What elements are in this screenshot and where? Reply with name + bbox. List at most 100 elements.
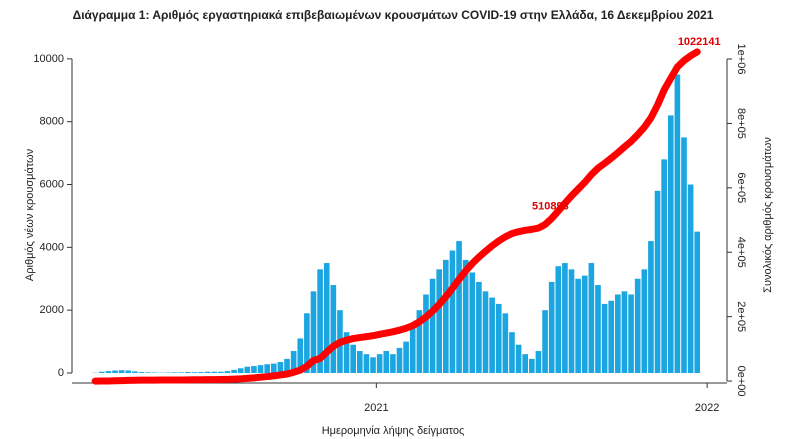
bar [376, 354, 383, 374]
bar [323, 263, 330, 374]
bar [575, 278, 581, 374]
bar [489, 297, 495, 374]
bar [661, 159, 667, 374]
bar [416, 310, 423, 374]
bar [125, 370, 132, 374]
bar [654, 190, 661, 374]
y-tick-label: 8000 [40, 116, 64, 128]
x-axis-label: Ημερομηνία λήψης δείγματος [322, 425, 465, 437]
bar [694, 231, 701, 374]
bar [231, 369, 237, 374]
bar [615, 294, 621, 374]
bar [356, 351, 363, 374]
bar [257, 365, 264, 374]
y-tick-label: 10000 [33, 53, 64, 65]
bar [191, 372, 198, 374]
bar [509, 332, 515, 374]
bar [297, 338, 304, 374]
bar [363, 354, 370, 374]
bar [171, 372, 178, 374]
bar [628, 294, 634, 374]
bar [681, 137, 687, 374]
bar [383, 351, 390, 374]
bar [482, 291, 489, 374]
bar [667, 115, 674, 374]
bar [522, 354, 529, 374]
annotation: 1022141 [678, 36, 721, 48]
y-tick-label: 6000 [40, 178, 64, 190]
y2-tick-label: 6e+05 [735, 172, 747, 203]
bar [251, 366, 257, 374]
cumulative-line [91, 48, 701, 385]
bar [211, 371, 218, 374]
bar [98, 371, 105, 374]
bar [568, 269, 575, 374]
bar [330, 285, 337, 374]
bar [237, 368, 244, 374]
bar [178, 372, 184, 374]
bar [562, 263, 568, 374]
y2-tick-label: 8e+05 [735, 108, 747, 139]
y-tick-label: 4000 [40, 241, 64, 253]
y2-tick-label: 0e+00 [735, 366, 747, 397]
bar [634, 278, 641, 374]
bar [581, 275, 588, 374]
bar [304, 313, 310, 374]
bar [595, 285, 601, 374]
bar [548, 281, 555, 374]
bar [310, 291, 317, 374]
bar [145, 372, 151, 374]
y2-tick-label: 4e+05 [735, 237, 747, 268]
bar [476, 281, 482, 374]
y-tick-label: 2000 [40, 304, 64, 316]
bar [469, 272, 476, 374]
bar [390, 354, 396, 374]
bar [317, 269, 323, 374]
bar [423, 294, 429, 374]
bar [218, 371, 224, 374]
y-axis-label: Αριθμός νέων κρουσμάτων [24, 148, 36, 281]
bar [270, 363, 277, 374]
bar [436, 269, 443, 374]
bar [535, 351, 542, 374]
chart-title: Διάγραμμα 1: Αριθμός εργαστηριακά επιβεβ… [73, 8, 714, 22]
bar [396, 347, 403, 374]
bar [456, 241, 462, 374]
y2-tick-label: 1e+06 [735, 44, 747, 75]
bar [403, 341, 409, 374]
y2-axis-label: Συνολικός αριθμός κρουσμάτων [762, 137, 774, 293]
bar [495, 303, 502, 374]
bar [264, 364, 270, 374]
bar [277, 362, 284, 374]
bar [674, 74, 681, 374]
bar [648, 241, 654, 374]
y2-tick-label: 2e+05 [735, 301, 747, 332]
bar [370, 357, 376, 374]
bar [350, 344, 356, 374]
bar [118, 370, 125, 374]
bar [284, 358, 290, 374]
bar [244, 366, 251, 374]
bar [343, 332, 350, 374]
bar [105, 371, 112, 374]
bar [224, 371, 231, 374]
bar [687, 184, 694, 374]
bar [641, 269, 648, 374]
bar [443, 259, 449, 374]
bar [542, 310, 548, 374]
bar [132, 371, 138, 374]
bar [621, 291, 628, 374]
bar [462, 259, 469, 374]
bar [429, 278, 436, 374]
bar [555, 266, 562, 374]
bar [529, 358, 535, 374]
x-tick-label: 2021 [364, 402, 388, 414]
bar [112, 370, 118, 374]
bar [608, 300, 615, 374]
y-tick-label: 0 [58, 367, 64, 379]
bar [601, 303, 608, 374]
bar [138, 372, 145, 374]
annotation: 510893 [532, 200, 569, 212]
bar [198, 372, 204, 374]
